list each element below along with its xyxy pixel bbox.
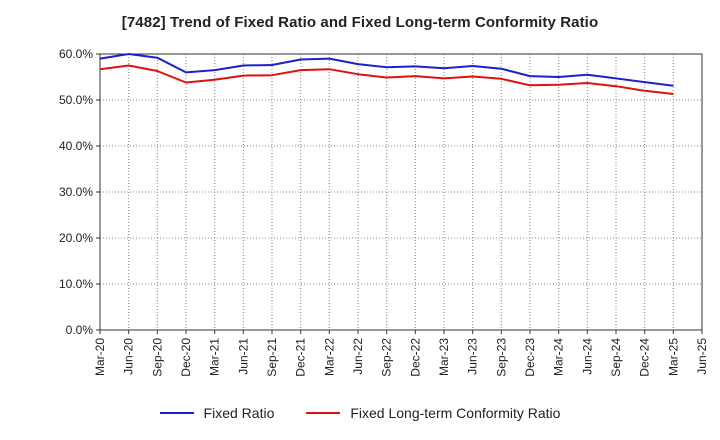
legend-item-fixed-long-term-conformity-ratio: Fixed Long-term Conformity Ratio (306, 405, 560, 421)
series-line-fixed-long-term-conformity-ratio (99, 64, 674, 95)
x-tick-label: Jun-24 (580, 338, 594, 375)
legend-label-fixed-ratio: Fixed Ratio (203, 405, 275, 421)
x-tick-label: Sep-21 (265, 338, 279, 377)
legend-swatch-fixed-long-term-conformity-ratio (306, 412, 341, 414)
x-tick-label: Mar-21 (208, 338, 222, 376)
x-tick-label: Dec-24 (638, 338, 652, 377)
series-line-fixed-ratio (99, 53, 674, 87)
x-tick-label: Jun-23 (466, 338, 480, 375)
y-tick-label: 0.0% (66, 323, 94, 337)
legend: Fixed Ratio Fixed Long-term Conformity R… (0, 405, 720, 421)
x-tick-label: Dec-21 (294, 338, 308, 377)
x-tick-label: Jun-20 (122, 338, 136, 375)
x-tick-label: Sep-24 (609, 338, 623, 377)
x-tick-label: Sep-20 (150, 338, 164, 377)
legend-swatch-fixed-ratio (159, 412, 194, 414)
y-tick-label: 60.0% (59, 47, 93, 61)
x-tick-label: Sep-22 (380, 338, 394, 377)
x-tick-label: Mar-22 (322, 338, 336, 376)
x-tick-label: Mar-24 (552, 338, 566, 376)
x-tick-label: Dec-20 (179, 338, 193, 377)
y-tick-label: 30.0% (59, 185, 93, 199)
y-tick-label: 20.0% (59, 231, 93, 245)
x-tick-label: Dec-22 (408, 338, 422, 377)
x-tick-label: Jun-22 (351, 338, 365, 375)
x-tick-label: Jun-21 (236, 338, 250, 375)
x-tick-label: Jun-25 (695, 338, 709, 375)
y-tick-label: 50.0% (59, 93, 93, 107)
legend-label-fixed-long-term-conformity-ratio: Fixed Long-term Conformity Ratio (350, 405, 561, 421)
x-tick-label: Sep-23 (494, 338, 508, 377)
x-tick-label: Mar-23 (437, 338, 451, 376)
plot-frame (99, 53, 703, 331)
y-tick-label: 10.0% (59, 277, 93, 291)
x-tick-label: Mar-20 (93, 338, 107, 376)
legend-item-fixed-ratio: Fixed Ratio (159, 405, 275, 421)
y-tick-label: 40.0% (59, 139, 93, 153)
x-tick-label: Mar-25 (666, 338, 680, 376)
x-tick-label: Dec-23 (523, 338, 537, 377)
chart-title: [7482] Trend of Fixed Ratio and Fixed Lo… (121, 14, 599, 31)
